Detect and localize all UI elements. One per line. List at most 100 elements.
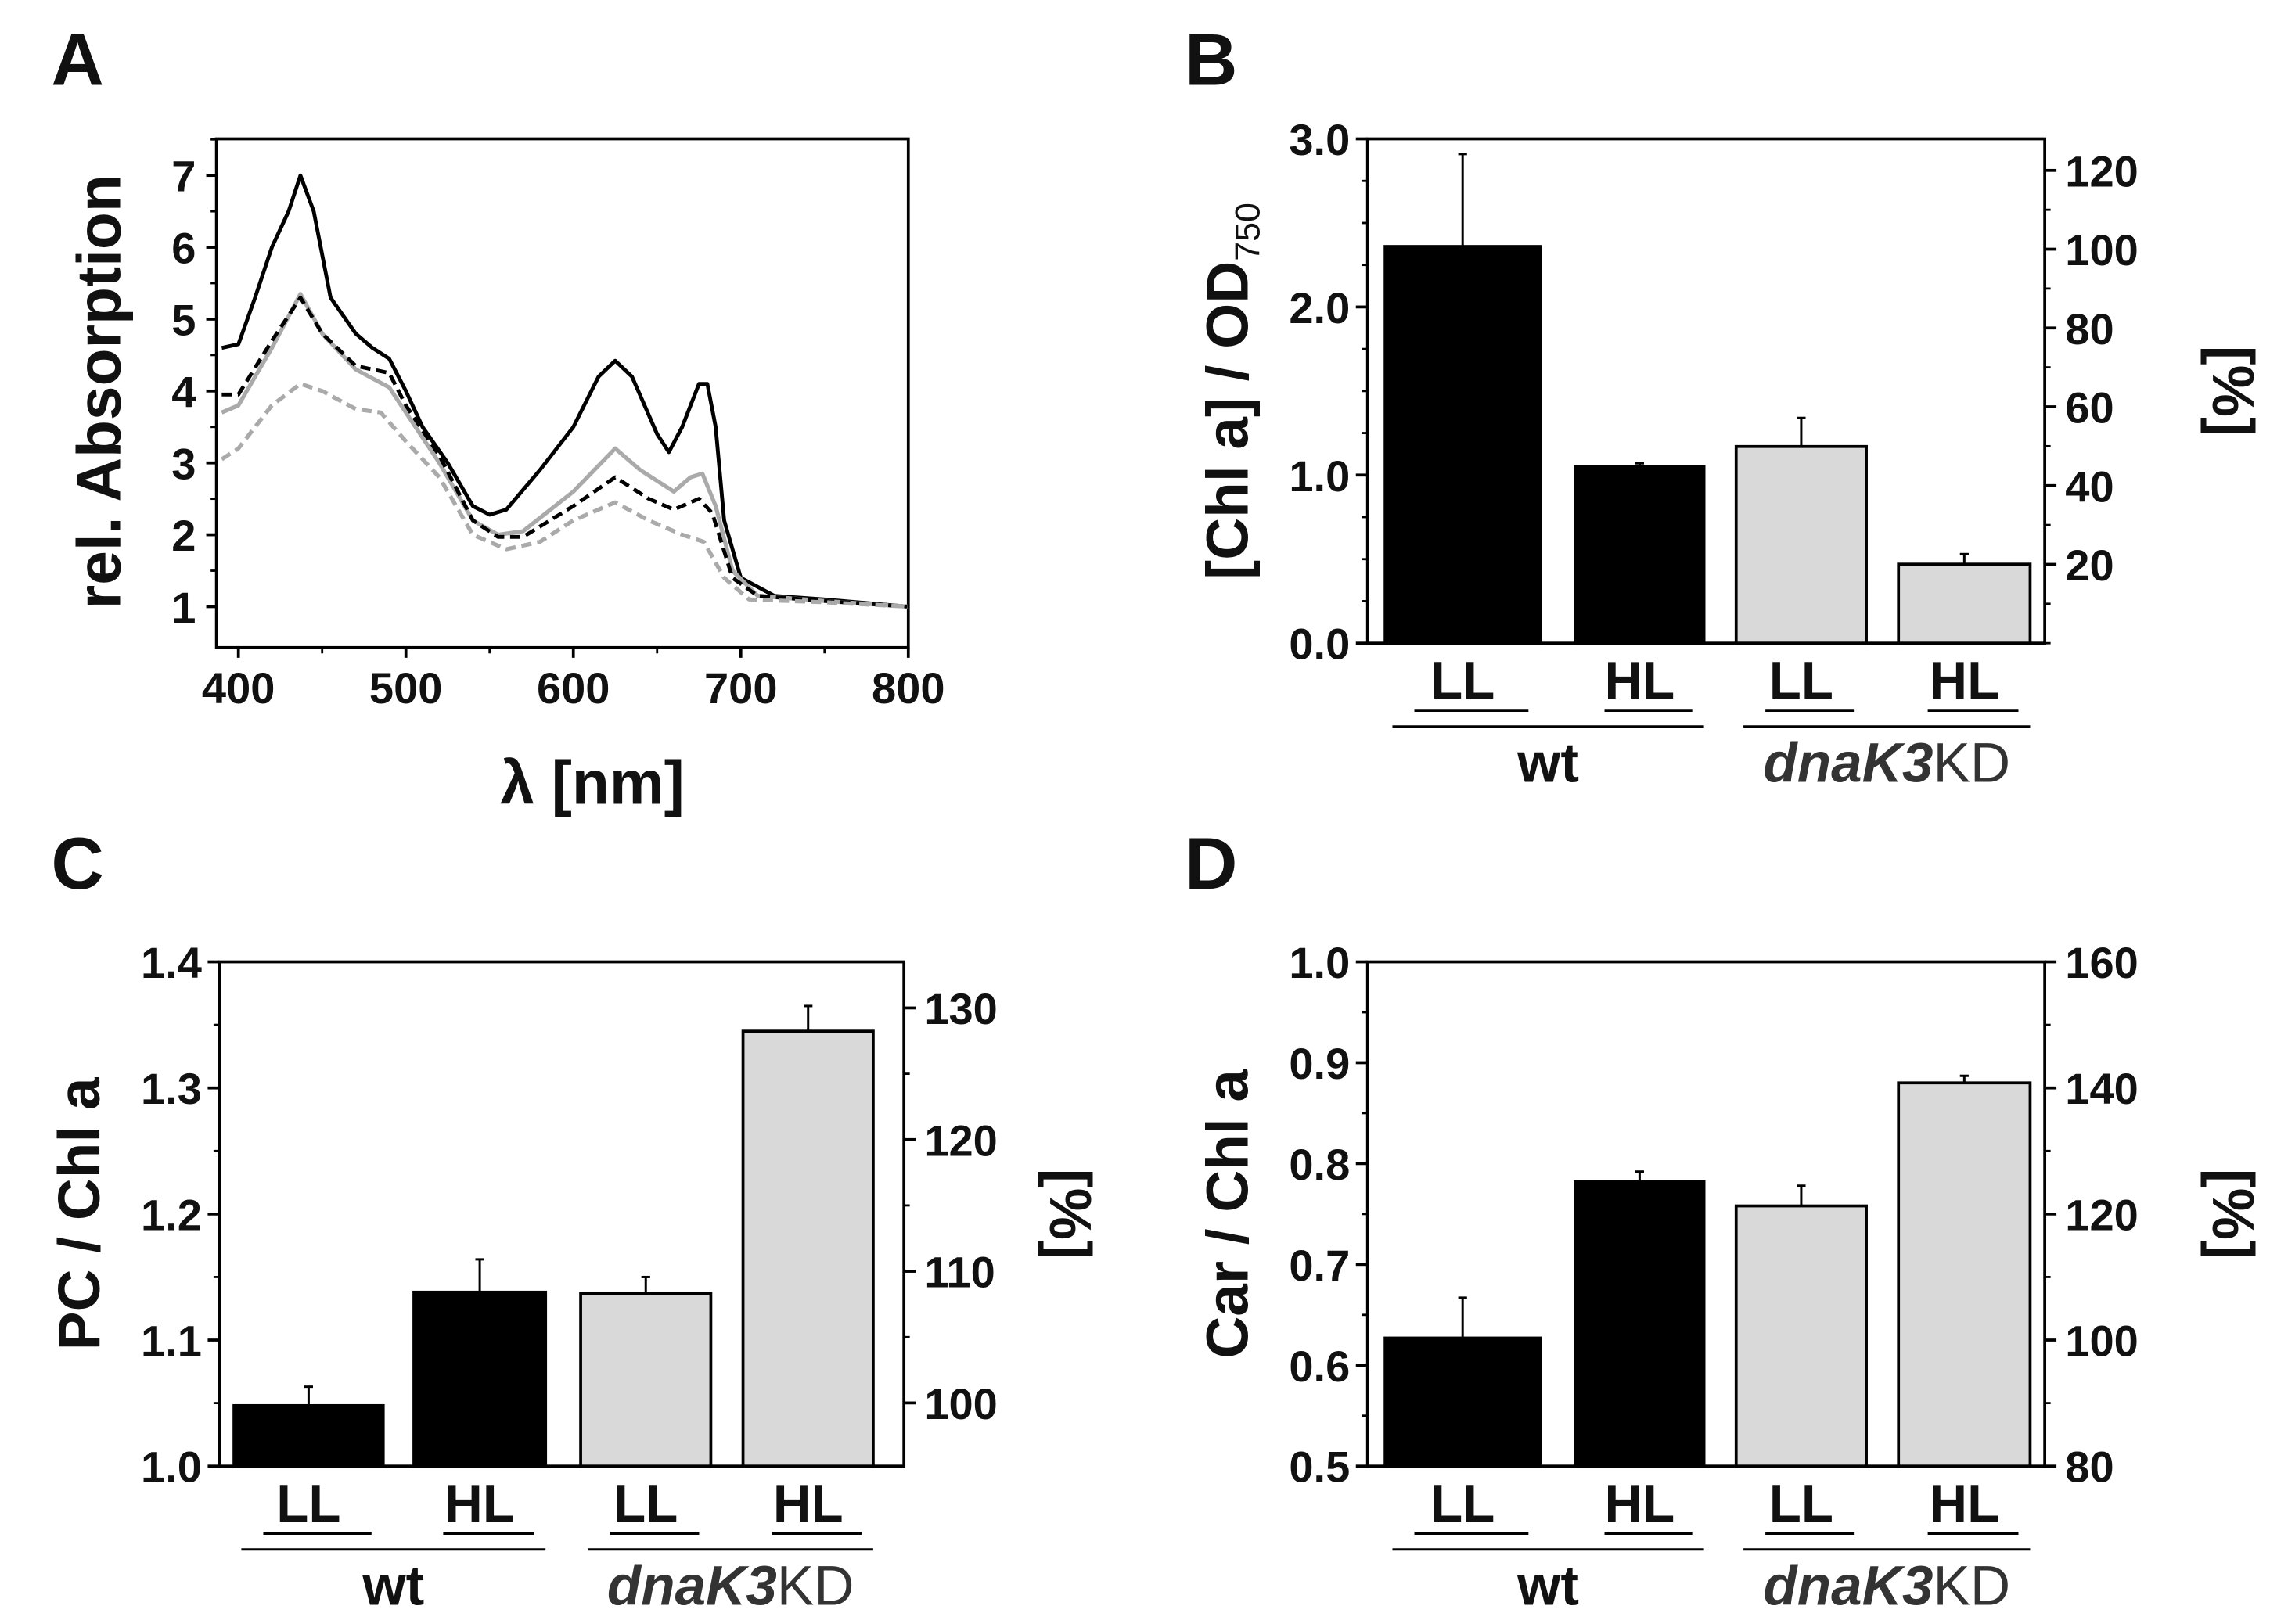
plot-frame-a bbox=[214, 137, 910, 649]
category-label-c: LL bbox=[613, 1475, 678, 1533]
y-tick-label-c: 1.3 bbox=[141, 1064, 202, 1113]
category-label-c: HL bbox=[444, 1475, 515, 1533]
x-tick-label-a: 700 bbox=[704, 663, 778, 713]
spectrum-line-4 bbox=[220, 382, 908, 609]
group-label-wt-b: wt bbox=[1516, 733, 1579, 795]
spectrum-line-1 bbox=[221, 173, 908, 609]
bar-d-1 bbox=[1383, 1336, 1542, 1468]
y-axis-label-subscript: 750 bbox=[1227, 203, 1267, 261]
bar-b-1 bbox=[1383, 245, 1542, 645]
y-tick-label-a: 3 bbox=[171, 439, 196, 488]
spectrum-line-2 bbox=[221, 292, 908, 609]
bar-b-2 bbox=[1574, 465, 1706, 645]
category-label-b: HL bbox=[1605, 652, 1675, 710]
bar-b-3 bbox=[1734, 444, 1868, 645]
x-axis-label-a: λ [nm] bbox=[500, 749, 685, 817]
group-label-wt-c: wt bbox=[362, 1556, 424, 1618]
y-tick-label-d: 0.8 bbox=[1289, 1140, 1350, 1189]
category-label-d: HL bbox=[1929, 1475, 1999, 1533]
y-right-tick-label-c: 110 bbox=[924, 1248, 995, 1297]
y-axis-label-main: PC / Chl a bbox=[46, 1076, 112, 1350]
category-label-d: LL bbox=[1769, 1475, 1833, 1533]
group-label-plain: KD bbox=[1933, 1556, 2010, 1618]
x-tick-label-a: 600 bbox=[537, 663, 610, 713]
y-right-tick-label-b: 20 bbox=[2065, 541, 2114, 590]
y-right-tick-label-c: 120 bbox=[924, 1116, 998, 1165]
y-tick-label-d: 0.6 bbox=[1289, 1342, 1350, 1391]
y-tick-label-d: 0.5 bbox=[1289, 1443, 1350, 1492]
y-right-tick-label-d: 80 bbox=[2065, 1443, 2114, 1492]
bar-d-4 bbox=[1897, 1081, 2032, 1468]
bar-b-4 bbox=[1897, 562, 2032, 645]
x-tick-label-a: 400 bbox=[202, 663, 275, 713]
y-right-axis-label-b: [%] bbox=[2200, 346, 2266, 437]
panel-label-b: B bbox=[1185, 18, 1237, 100]
y-tick-label-a: 2 bbox=[171, 511, 196, 560]
group-label-italic: dnaK3 bbox=[1763, 733, 1933, 795]
y-tick-label-c: 1.2 bbox=[141, 1190, 202, 1239]
y-tick-label-d: 0.7 bbox=[1289, 1241, 1350, 1290]
y-tick-label-b: 3.0 bbox=[1289, 115, 1350, 164]
y-right-tick-label-d: 100 bbox=[2065, 1317, 2139, 1366]
bar-c-2 bbox=[412, 1290, 548, 1468]
y-right-tick-label-c: 130 bbox=[924, 984, 998, 1033]
y-tick-label-b: 0.0 bbox=[1289, 620, 1350, 669]
y-right-axis-label-d: [%] bbox=[2200, 1169, 2266, 1259]
category-label-b: HL bbox=[1929, 652, 1999, 710]
panel-label-a: A bbox=[51, 18, 103, 100]
category-label-b: LL bbox=[1430, 652, 1495, 710]
category-label-c: LL bbox=[276, 1475, 340, 1533]
y-right-axis-label-c: [%] bbox=[1038, 1169, 1103, 1259]
category-label-b: LL bbox=[1769, 652, 1833, 710]
group-label-plain: KD bbox=[777, 1556, 854, 1618]
bar-c-3 bbox=[579, 1292, 713, 1468]
category-label-c: HL bbox=[773, 1475, 844, 1533]
y-tick-label-a: 6 bbox=[171, 224, 196, 273]
x-tick-label-a: 800 bbox=[872, 663, 945, 713]
x-tick-label-a: 500 bbox=[369, 663, 443, 713]
group-label-plain: KD bbox=[1933, 733, 2010, 795]
y-right-tick-label-b: 80 bbox=[2065, 304, 2114, 354]
y-tick-label-d: 1.0 bbox=[1289, 938, 1350, 987]
y-right-tick-label-c: 100 bbox=[924, 1379, 998, 1428]
group-label-dnak3kd-b: dnaK3KD bbox=[1763, 733, 2010, 795]
group-label-dnak3kd-c: dnaK3KD bbox=[607, 1556, 854, 1618]
y-right-tick-label-d: 160 bbox=[2065, 938, 2139, 987]
y-right-tick-label-b: 40 bbox=[2065, 462, 2114, 511]
group-label-italic: dnaK3 bbox=[607, 1556, 777, 1618]
bar-d-3 bbox=[1734, 1204, 1868, 1468]
y-tick-label-c: 1.4 bbox=[141, 938, 202, 987]
y-right-tick-label-b: 60 bbox=[2065, 383, 2114, 433]
category-label-d: LL bbox=[1430, 1475, 1495, 1533]
y-tick-label-c: 1.0 bbox=[141, 1443, 202, 1492]
bar-d-2 bbox=[1574, 1180, 1706, 1468]
y-axis-label-b: [Chl a] / OD750 bbox=[1194, 203, 1267, 580]
y-tick-label-a: 7 bbox=[171, 152, 196, 201]
y-axis-label-main: Car / Chl a bbox=[1194, 1069, 1260, 1359]
bar-c-1 bbox=[232, 1403, 385, 1468]
y-tick-label-d: 0.9 bbox=[1289, 1039, 1350, 1088]
y-axis-label-d: Car / Chl a bbox=[1194, 1069, 1260, 1359]
y-axis-label-main: [Chl a] / OD bbox=[1194, 261, 1260, 580]
y-right-tick-label-d: 140 bbox=[2065, 1064, 2139, 1113]
y-tick-label-b: 2.0 bbox=[1289, 283, 1350, 332]
bar-c-4 bbox=[741, 1029, 875, 1468]
group-label-italic: dnaK3 bbox=[1763, 1556, 1933, 1618]
y-axis-label-c: PC / Chl a bbox=[46, 1076, 112, 1350]
y-tick-label-b: 1.0 bbox=[1289, 451, 1350, 501]
y-tick-label-c: 1.1 bbox=[141, 1317, 202, 1366]
y-right-tick-label-b: 120 bbox=[2065, 146, 2139, 196]
panel-label-c: C bbox=[51, 822, 103, 904]
y-tick-label-a: 1 bbox=[171, 583, 196, 632]
y-tick-label-a: 5 bbox=[171, 296, 196, 345]
group-label-wt-d: wt bbox=[1516, 1556, 1579, 1618]
y-right-tick-label-b: 100 bbox=[2065, 225, 2139, 275]
y-tick-label-a: 4 bbox=[171, 367, 196, 416]
panel-label-d: D bbox=[1185, 822, 1237, 904]
spectrum-line-3 bbox=[221, 296, 908, 609]
group-label-dnak3kd-d: dnaK3KD bbox=[1763, 1556, 2010, 1618]
category-label-d: HL bbox=[1605, 1475, 1675, 1533]
y-right-tick-label-d: 120 bbox=[2065, 1190, 2139, 1239]
y-axis-label-a: rel. Absorption bbox=[64, 174, 133, 609]
